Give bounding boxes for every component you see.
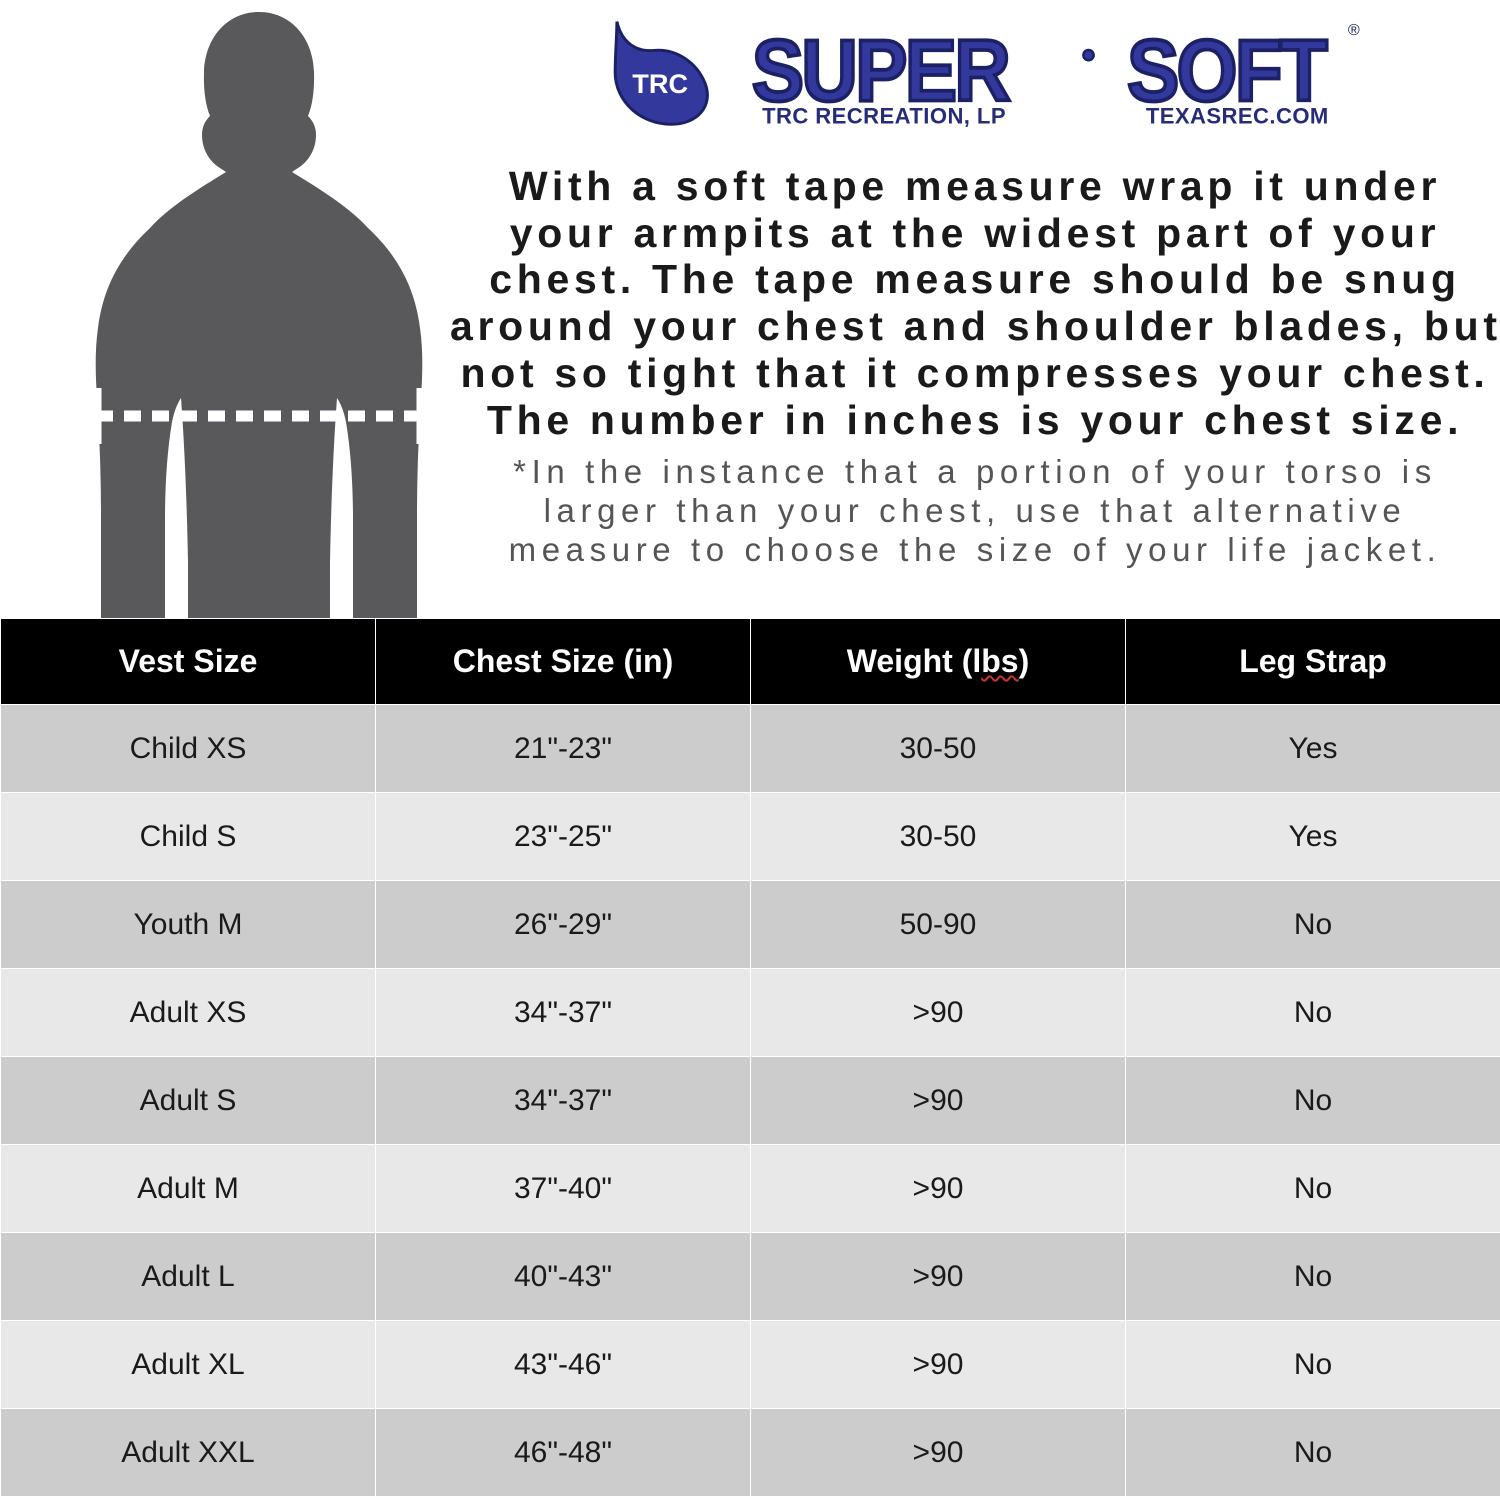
svg-text:TRC: TRC — [632, 68, 688, 99]
